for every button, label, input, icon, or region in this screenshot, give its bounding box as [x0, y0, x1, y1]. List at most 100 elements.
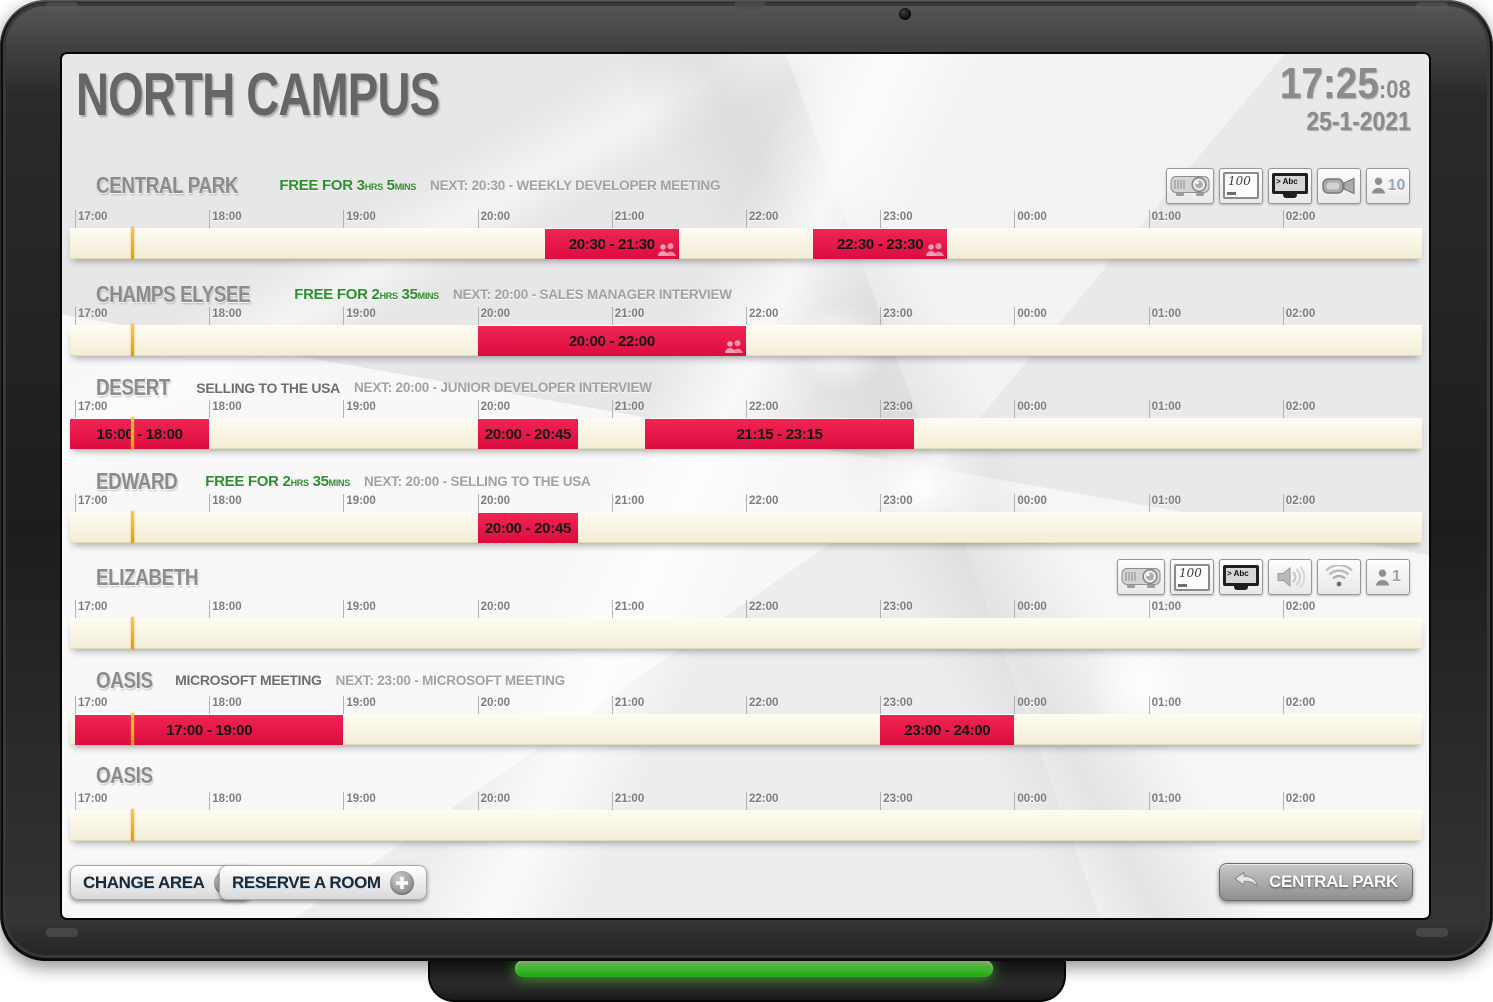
booking-block[interactable]: 23:00 - 24:00: [880, 715, 1015, 745]
hour-label: 20:00: [480, 401, 511, 413]
capacity-icon: 10: [1366, 167, 1410, 204]
room-row: OASIS 17:00 18:00 19:00 20:00 21:00 22:00 23:00…: [70, 760, 1422, 841]
hour-label: 02:00: [1285, 793, 1316, 805]
hour-tick: [477, 600, 479, 619]
room-name: EDWARD: [96, 468, 178, 494]
hour-tick: [611, 600, 613, 619]
current-time-marker: [130, 713, 134, 745]
timeline-bar[interactable]: 20:30 - 21:30 22:30 - 23:30: [70, 227, 1422, 259]
room-header: OASIS MICROSOFT MEETING NEXT: 23:00 - MICR…: [70, 666, 1422, 694]
hour-tick: [209, 307, 211, 326]
current-time-marker: [130, 617, 134, 649]
timeline-bar[interactable]: [70, 809, 1422, 841]
hour-label: 19:00: [346, 601, 376, 613]
hour-tick: [1148, 210, 1150, 229]
hour-label: 18:00: [212, 601, 242, 613]
hour-tick: [75, 400, 76, 419]
back-arrow-icon: [1234, 871, 1259, 893]
hour-label: 19:00: [346, 697, 376, 709]
timeline-hours: 17:00 18:00 19:00 20:00 21:00 22:00 23:00 00:00…: [70, 398, 1422, 419]
hour-tick: [880, 210, 882, 229]
hour-tick: [1282, 696, 1284, 715]
timeline-hours: 17:00 18:00 19:00 20:00 21:00 22:00 23:00 00:00…: [70, 208, 1422, 229]
hour-tick: [611, 400, 613, 419]
back-to-room-button[interactable]: CENTRAL PARK: [1219, 863, 1413, 901]
booking-block[interactable]: 16:00 - 18:00: [70, 419, 210, 449]
booking-block[interactable]: 22:30 - 23:30: [813, 229, 948, 259]
hour-tick: [343, 307, 345, 326]
timeline-bar[interactable]: 16:00 - 18:00 20:00 - 20:45 21:15 - 23:15: [70, 417, 1422, 449]
booking-block[interactable]: 20:00 - 22:00: [477, 326, 746, 356]
timeline-hours: 17:00 18:00 19:00 20:00 21:00 22:00 23:00 00:00…: [70, 492, 1422, 513]
hour-tick: [477, 494, 479, 513]
hour-label: 00:00: [1017, 308, 1047, 320]
hour-tick: [75, 792, 76, 811]
hour-label: 17:00: [78, 601, 108, 613]
whiteboard-icon: 100: [1219, 167, 1263, 204]
hour-label: 00:00: [1017, 601, 1047, 613]
booking-time-label: 20:30 - 21:30: [568, 235, 655, 253]
hour-label: 22:00: [749, 697, 779, 709]
projector-icon: [1117, 559, 1165, 595]
room-name: OASIS: [96, 761, 153, 788]
hour-label: 22:00: [749, 793, 779, 805]
booking-block[interactable]: 20:30 - 21:30: [544, 229, 679, 259]
hour-tick: [611, 307, 613, 326]
hour-tick: [477, 696, 479, 715]
tv-icon: > Abc: [1219, 559, 1263, 595]
room-row: EDWARD FREE FOR 2HRS 35MINS NEXT: 20:00 - …: [70, 468, 1422, 543]
hour-label: 00:00: [1017, 211, 1047, 223]
hour-label: 00:00: [1017, 401, 1047, 413]
clock-time: 17:25: [1280, 59, 1380, 108]
reserve-room-button[interactable]: RESERVE A ROOM: [219, 865, 427, 900]
timeline-bar[interactable]: 20:00 - 20:45: [70, 511, 1422, 543]
hour-label: 01:00: [1151, 495, 1182, 507]
timeline-bar[interactable]: 20:00 - 22:00: [70, 324, 1422, 356]
hour-label: 21:00: [614, 495, 645, 507]
room-row: CENTRAL PARK FREE FOR 3HRS 5MINS NEXT: 20:…: [70, 163, 1422, 259]
hour-tick: [343, 210, 345, 229]
tablet-frame: NORTH CAMPUS 17:25:08 25-1-2021 CENTRAL …: [0, 0, 1493, 961]
bezel-tab: [46, 2, 78, 11]
booking-block[interactable]: 20:00 - 20:45: [477, 513, 579, 543]
booking-time-label: 23:00 - 24:00: [904, 721, 991, 739]
hour-label: 18:00: [212, 401, 242, 413]
hour-label: 22:00: [749, 308, 779, 320]
next-meeting-label: NEXT: 20:00 - SELLING TO THE USA: [363, 474, 591, 489]
booking-block[interactable]: 17:00 - 19:00: [75, 715, 344, 745]
hour-tick: [209, 792, 211, 811]
hour-label: 20:00: [480, 697, 511, 709]
room-header: OASIS: [70, 760, 1422, 790]
hour-tick: [477, 210, 479, 229]
room-header: DESERT SELLING TO THE USA NEXT: 20:00 - JU…: [70, 374, 1422, 400]
back-button-label: CENTRAL PARK: [1269, 872, 1398, 891]
hour-tick: [343, 792, 345, 811]
hour-label: 17:00: [78, 401, 108, 413]
hour-tick: [1282, 307, 1284, 326]
hour-label: 21:00: [614, 211, 645, 223]
next-meeting-label: NEXT: 23:00 - MICROSOFT MEETING: [335, 672, 566, 688]
screen: NORTH CAMPUS 17:25:08 25-1-2021 CENTRAL …: [62, 54, 1429, 918]
timeline-bar[interactable]: [70, 617, 1422, 649]
hour-tick: [746, 210, 747, 229]
next-meeting-label: NEXT: 20:30 - WEEKLY DEVELOPER MEETING: [430, 178, 721, 193]
hour-label: 01:00: [1151, 308, 1182, 320]
status-current-meeting: SELLING TO THE USA: [196, 379, 340, 396]
timeline-bar[interactable]: 17:00 - 19:00 23:00 - 24:00: [70, 713, 1422, 745]
hour-label: 02:00: [1285, 308, 1316, 320]
hour-tick: [343, 696, 345, 715]
room-row: OASIS MICROSOFT MEETING NEXT: 23:00 - MICR…: [70, 666, 1422, 745]
timeline-hours: 17:00 18:00 19:00 20:00 21:00 22:00 23:00 00:00…: [70, 790, 1422, 811]
room-header: ELIZABETH 100 > Abc 1: [70, 556, 1422, 598]
hour-tick: [209, 400, 211, 419]
hour-label: 20:00: [480, 601, 511, 613]
hour-tick: [1148, 494, 1150, 513]
booking-block[interactable]: 21:15 - 23:15: [645, 419, 914, 449]
hour-tick: [746, 792, 747, 811]
hour-tick: [1014, 210, 1016, 229]
capacity-icon: 1: [1366, 559, 1410, 595]
projector-icon: [1166, 167, 1214, 204]
bezel-slot: [735, 1, 765, 9]
booking-block[interactable]: 20:00 - 20:45: [477, 419, 579, 449]
hour-tick: [1148, 792, 1150, 811]
